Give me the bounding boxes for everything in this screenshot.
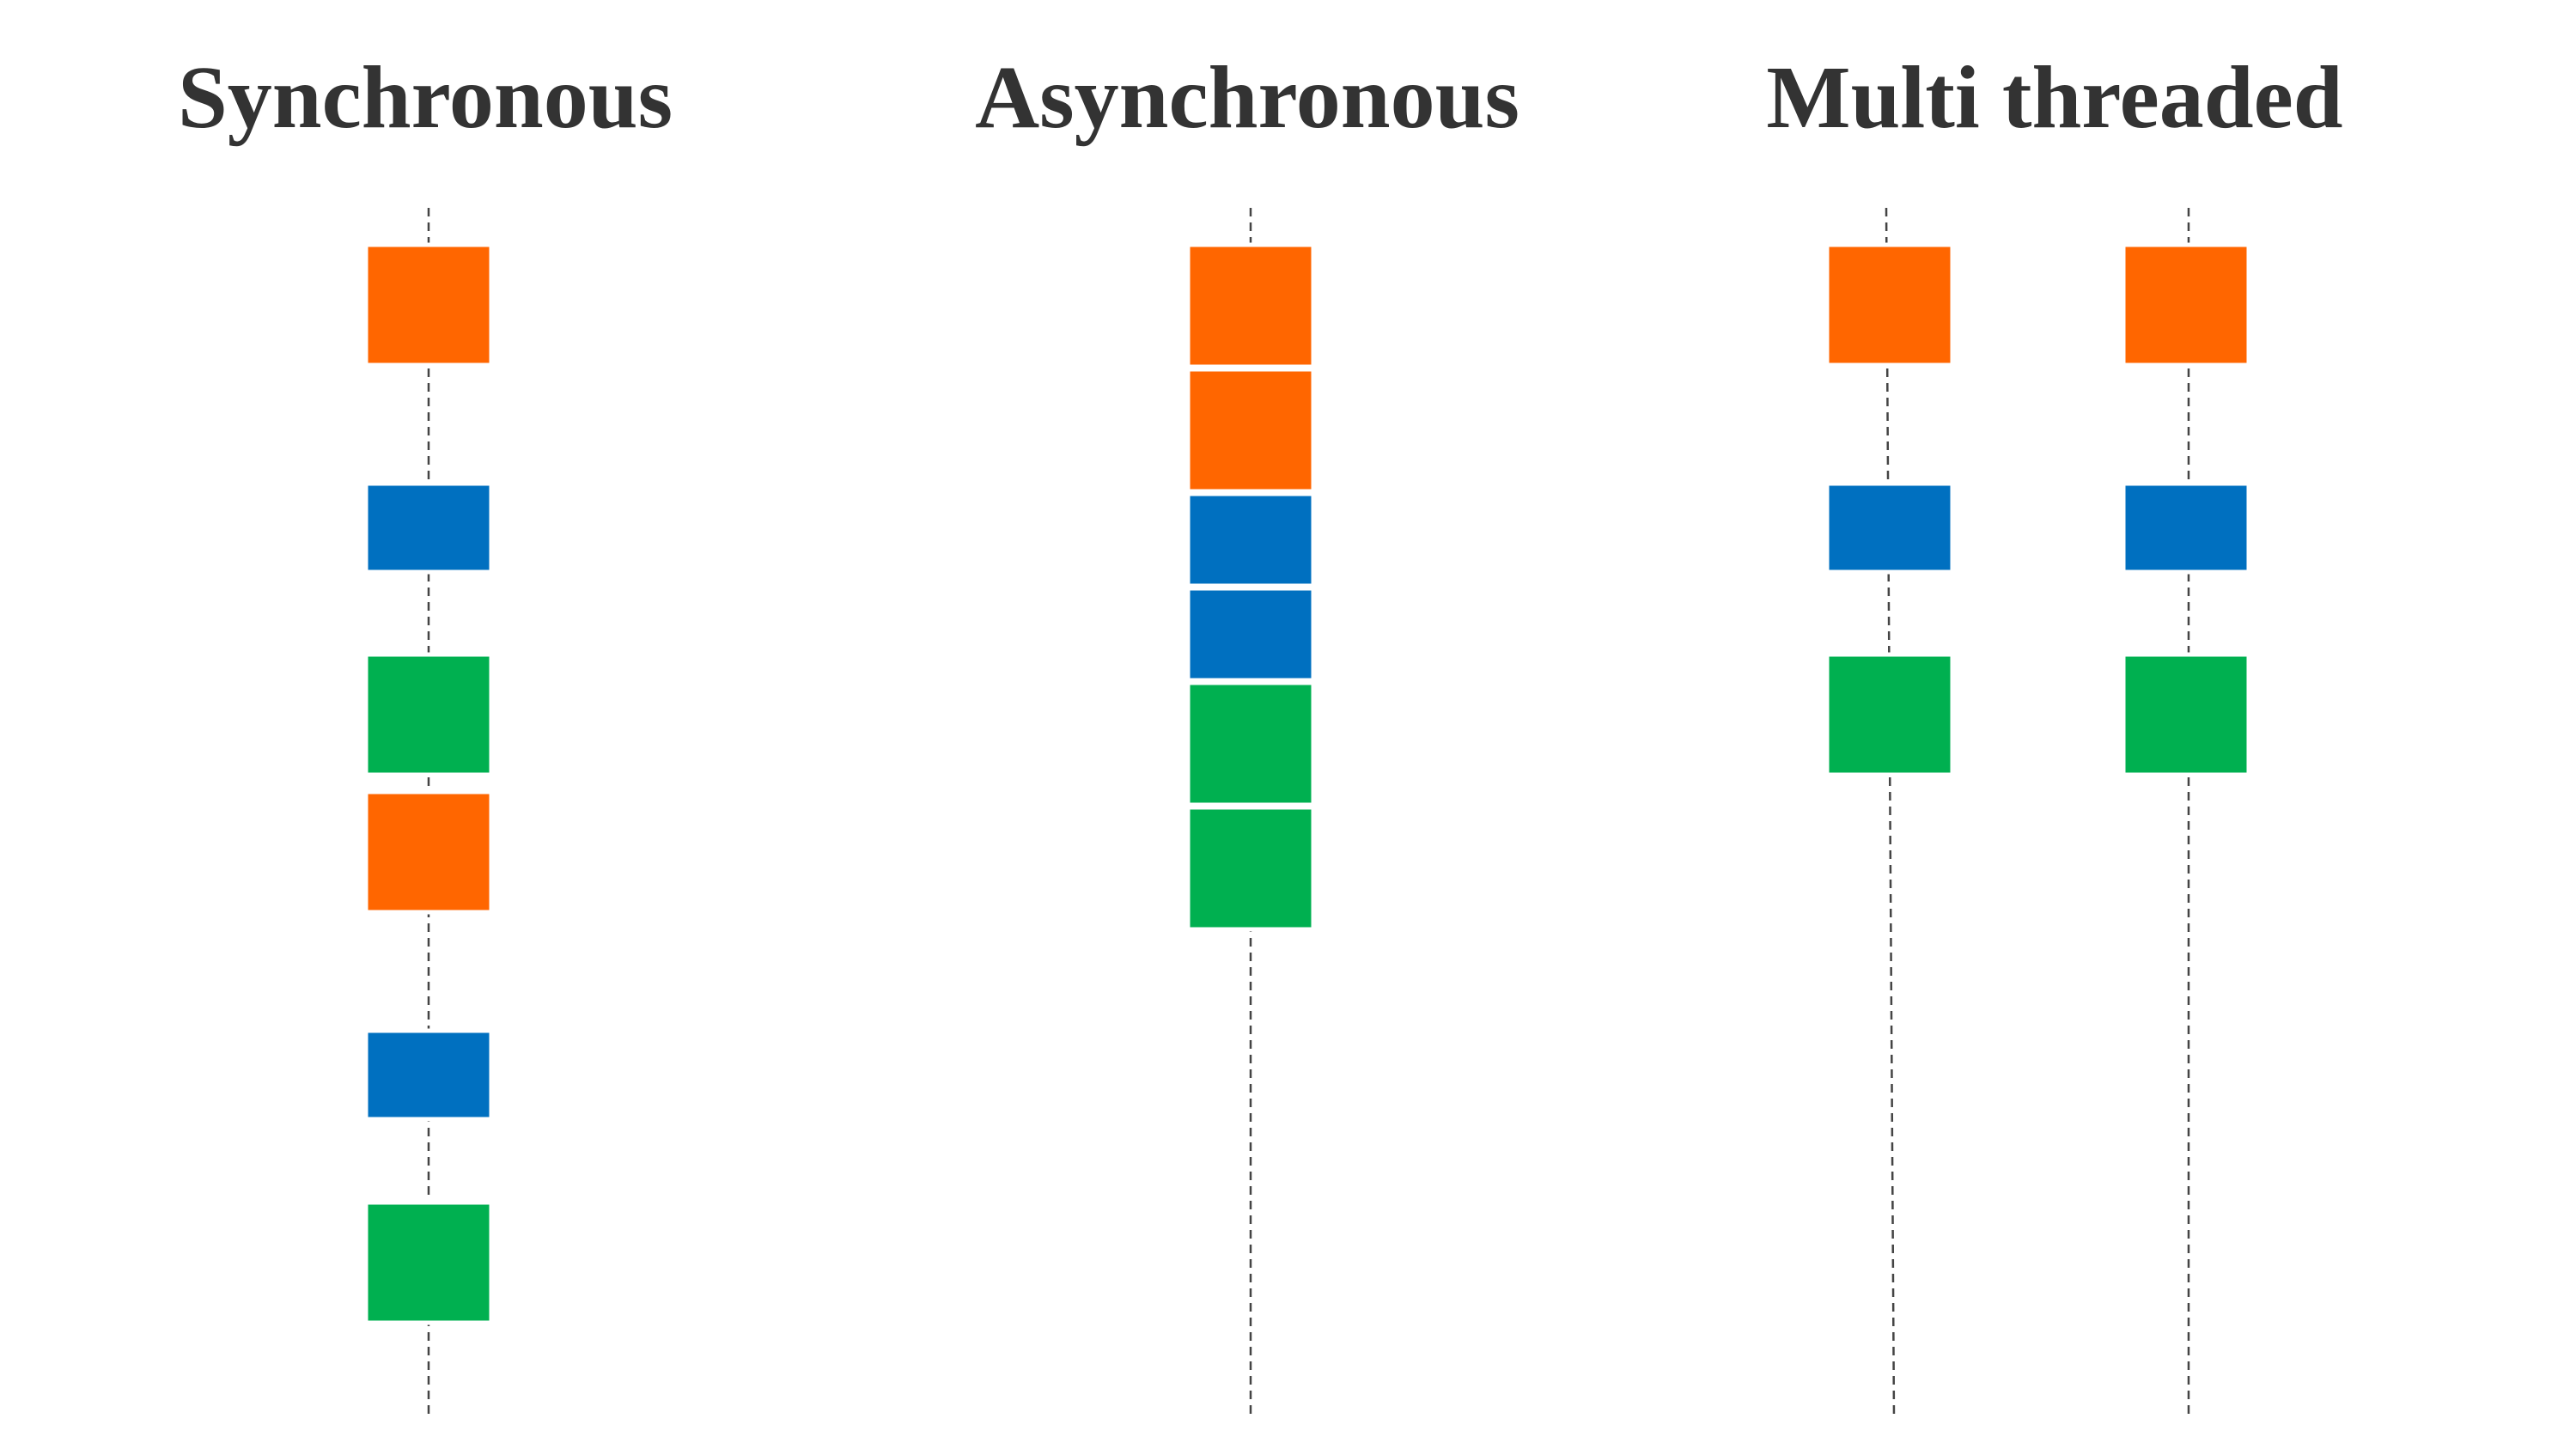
task-block-blue xyxy=(1185,586,1316,683)
task-block-green xyxy=(1824,652,1955,777)
title-synchronous: Synchronous xyxy=(178,48,673,147)
task-block-blue xyxy=(1185,491,1316,588)
task-block-green xyxy=(363,652,494,777)
task-block-blue xyxy=(1824,481,1955,575)
title-multi-threaded: Multi threaded xyxy=(1766,48,2342,147)
task-block-orange xyxy=(363,789,494,915)
title-asynchronous: Asynchronous xyxy=(975,48,1519,147)
task-block-orange xyxy=(2121,242,2251,368)
thread-line-multi-threaded-1 xyxy=(1885,207,1896,1420)
task-block-blue xyxy=(363,481,494,575)
task-block-blue xyxy=(363,1028,494,1122)
task-block-blue xyxy=(2121,481,2251,575)
task-block-orange xyxy=(1185,242,1316,369)
task-block-orange xyxy=(1185,367,1316,494)
task-block-orange xyxy=(1824,242,1955,368)
task-block-green xyxy=(2121,652,2251,777)
task-blocks xyxy=(363,242,2251,1325)
task-block-green xyxy=(1185,805,1316,932)
task-block-green xyxy=(1185,680,1316,807)
task-block-green xyxy=(363,1200,494,1325)
task-block-orange xyxy=(363,242,494,368)
